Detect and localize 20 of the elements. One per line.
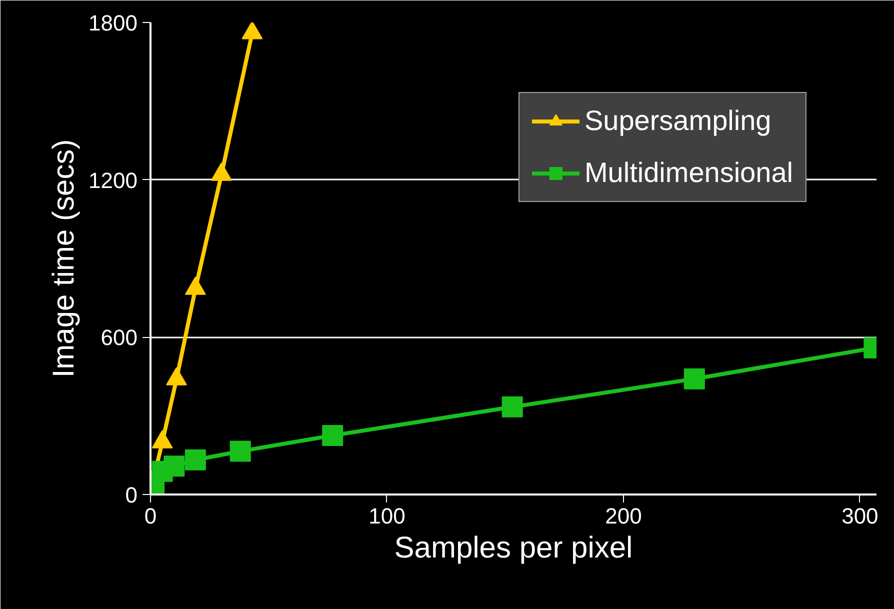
point <box>210 162 232 181</box>
point <box>684 368 705 390</box>
point <box>502 396 523 418</box>
x-tick-label: 100 <box>368 504 406 528</box>
legend-label: Multidimensional <box>584 157 793 189</box>
point <box>322 425 344 446</box>
x-tick-label: 300 <box>842 504 878 528</box>
y-tick-label: 0 <box>125 482 138 508</box>
x-axis-title: Samples per pixel <box>394 532 633 564</box>
legend-label: Supersampling <box>584 105 772 137</box>
point <box>230 440 251 462</box>
y-tick-label: 1200 <box>88 168 138 193</box>
point <box>242 22 263 40</box>
x-tick-label: 200 <box>605 504 642 528</box>
y-tick-label: 1800 <box>88 10 138 36</box>
y-tick-label: 600 <box>100 325 138 350</box>
point <box>164 456 185 477</box>
point <box>184 449 206 470</box>
x-tick-label: 0 <box>144 504 157 528</box>
y-axis-title: Image time (secs) <box>48 139 81 378</box>
